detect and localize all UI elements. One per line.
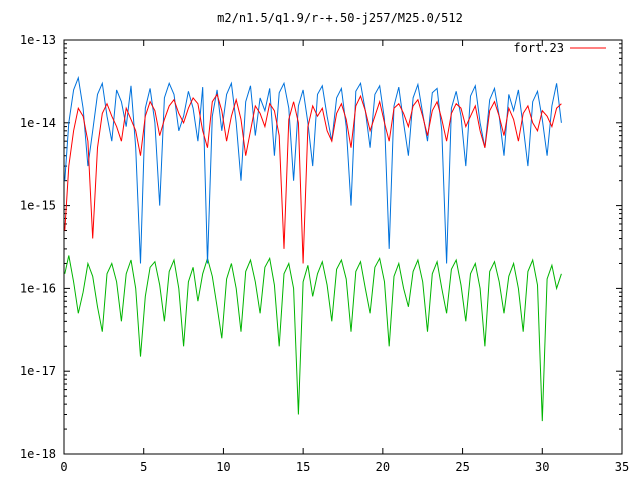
y-tick-label-5: 1e-18 <box>20 447 56 461</box>
x-tick-label-6: 30 <box>535 460 549 474</box>
y-tick-label-4: 1e-17 <box>20 364 56 378</box>
series-blue-line <box>64 75 562 264</box>
series-fort-23-line <box>64 93 562 264</box>
x-tick-label-2: 10 <box>216 460 230 474</box>
x-tick-label-1: 5 <box>140 460 147 474</box>
x-tick-label-4: 20 <box>376 460 390 474</box>
legend: fort.23 <box>513 41 606 55</box>
x-tick-label-5: 25 <box>455 460 469 474</box>
y-tick-label-1: 1e-14 <box>20 116 56 130</box>
plot-frame <box>63 39 623 455</box>
series-green-line <box>64 255 562 422</box>
legend-label-fort-23: fort.23 <box>513 41 564 55</box>
y-tick-label-0: 1e-13 <box>20 33 56 47</box>
x-tick-label-0: 0 <box>60 460 67 474</box>
axis-ticks: 0 5 10 15 20 25 30 35 1e-13 1e-14 1e-15 1e-16 1e-17 1… <box>20 33 629 474</box>
y-tick-label-3: 1e-16 <box>20 281 56 295</box>
x-tick-label-7: 35 <box>615 460 629 474</box>
y-tick-label-2: 1e-15 <box>20 199 56 213</box>
chart-title: m2/n1.5/q1.9/r-+.50-j257/M25.0/512 <box>217 11 463 25</box>
x-tick-label-3: 15 <box>296 460 310 474</box>
